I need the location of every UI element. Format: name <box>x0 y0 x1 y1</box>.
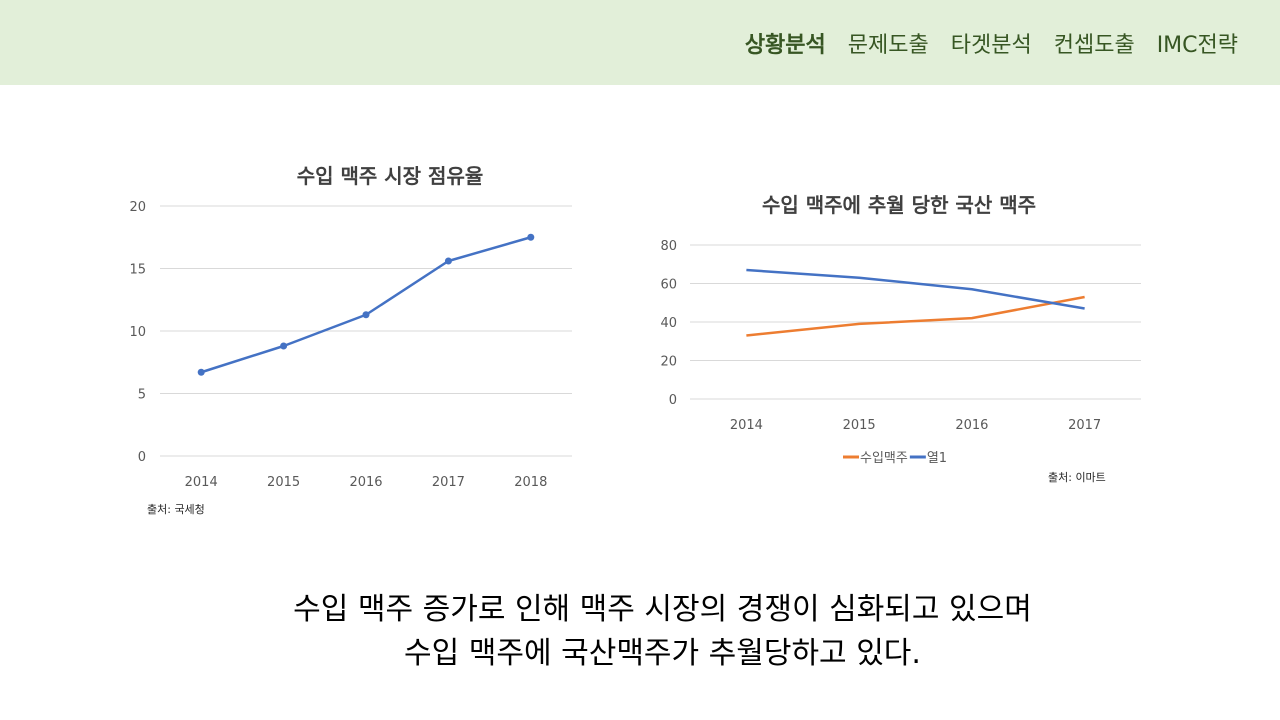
c2-source-note: 출처: 이마트 <box>1048 471 1106 484</box>
c1-series-line-0 <box>200 236 532 374</box>
c2-x-tick-label: 2017 <box>1068 418 1101 433</box>
c2-legend-label-1: 열1 <box>927 451 947 466</box>
header-bar: 상황분석 문제도출 타겟분석 컨셉도출 IMC전략 <box>0 0 1280 85</box>
c2-series-line-0 <box>746 295 1085 337</box>
conclusion-text: 수입 맥주 증가로 인해 맥주 시장의 경쟁이 심화되고 있으며 수입 맥주에 … <box>0 588 1280 676</box>
c2-y-tick-label: 20 <box>660 355 677 370</box>
c1-data-point <box>362 311 370 319</box>
c1-y-tick-label: 0 <box>138 450 146 465</box>
c2-x-tick-label: 2016 <box>955 418 988 433</box>
nav-item-concept[interactable]: 컨셉도출 <box>1053 33 1135 58</box>
c1-data-point <box>527 233 535 241</box>
nav-item-situation-analysis[interactable]: 상황분석 <box>744 33 826 58</box>
c2-series-line-1 <box>746 268 1085 310</box>
c1-data-point <box>280 342 288 350</box>
c1-y-tick-label: 20 <box>129 200 146 215</box>
c1-data-point <box>197 368 205 376</box>
section-nav: 상황분석 문제도출 타겟분석 컨셉도출 IMC전략 <box>745 27 1238 59</box>
c1-x-tick-label: 2015 <box>267 475 300 490</box>
c2-y-tick-label: 0 <box>669 393 677 408</box>
c1-y-tick-label: 10 <box>129 325 146 340</box>
c1-source-note: 출처: 국세청 <box>147 503 205 516</box>
c2-title: 수입 맥주에 추월 당한 국산 맥주 <box>762 193 1036 217</box>
c2-y-tick-label: 40 <box>660 316 677 331</box>
c2-y-tick-label: 80 <box>660 239 677 254</box>
c1-data-point <box>444 257 452 265</box>
c1-x-tick-label: 2014 <box>185 475 218 490</box>
c2-x-tick-label: 2015 <box>843 418 876 433</box>
conclusion-line-2: 수입 맥주에 국산맥주가 추월당하고 있다. <box>404 636 921 671</box>
c1-x-tick-label: 2016 <box>349 475 382 490</box>
nav-item-target-analysis[interactable]: 타겟분석 <box>950 33 1032 58</box>
conclusion-line-1: 수입 맥주 증가로 인해 맥주 시장의 경쟁이 심화되고 있으며 <box>293 592 1032 627</box>
c1-y-tick-label: 5 <box>138 388 146 403</box>
nav-item-problem-definition[interactable]: 문제도출 <box>847 33 929 58</box>
c1-x-tick-label: 2017 <box>432 475 465 490</box>
c1-x-tick-label: 2018 <box>514 475 547 490</box>
nav-item-imc-strategy[interactable]: IMC전략 <box>1156 33 1238 58</box>
c2-x-tick-label: 2014 <box>730 418 763 433</box>
c1-y-tick-label: 15 <box>129 263 146 278</box>
c2-y-tick-label: 60 <box>660 278 677 293</box>
c1-title: 수입 맥주 시장 점유율 <box>297 164 484 188</box>
c2-legend-label-0: 수입맥주 <box>860 451 908 466</box>
